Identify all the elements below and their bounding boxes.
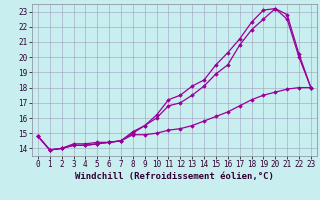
X-axis label: Windchill (Refroidissement éolien,°C): Windchill (Refroidissement éolien,°C) [75, 172, 274, 181]
